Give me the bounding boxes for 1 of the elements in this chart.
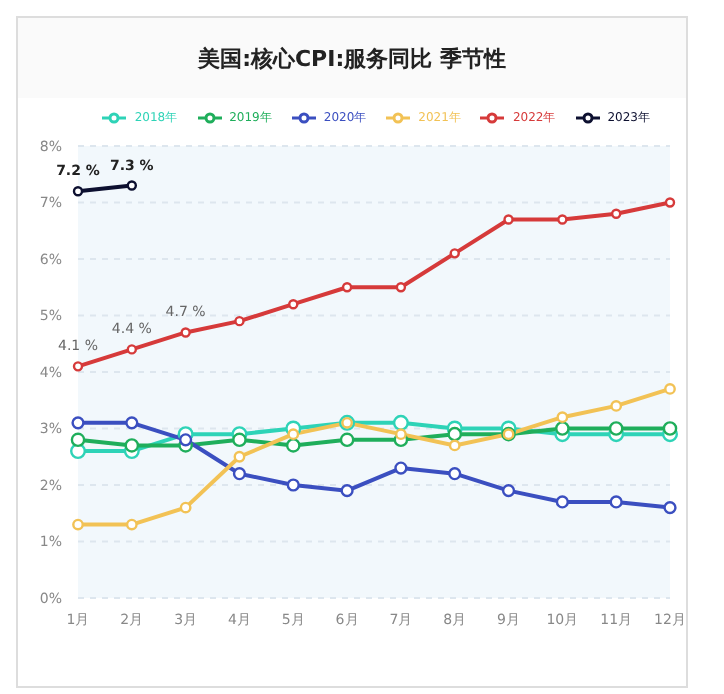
chart-title: 美国:核心CPI:服务同比 季节性 (18, 18, 686, 98)
